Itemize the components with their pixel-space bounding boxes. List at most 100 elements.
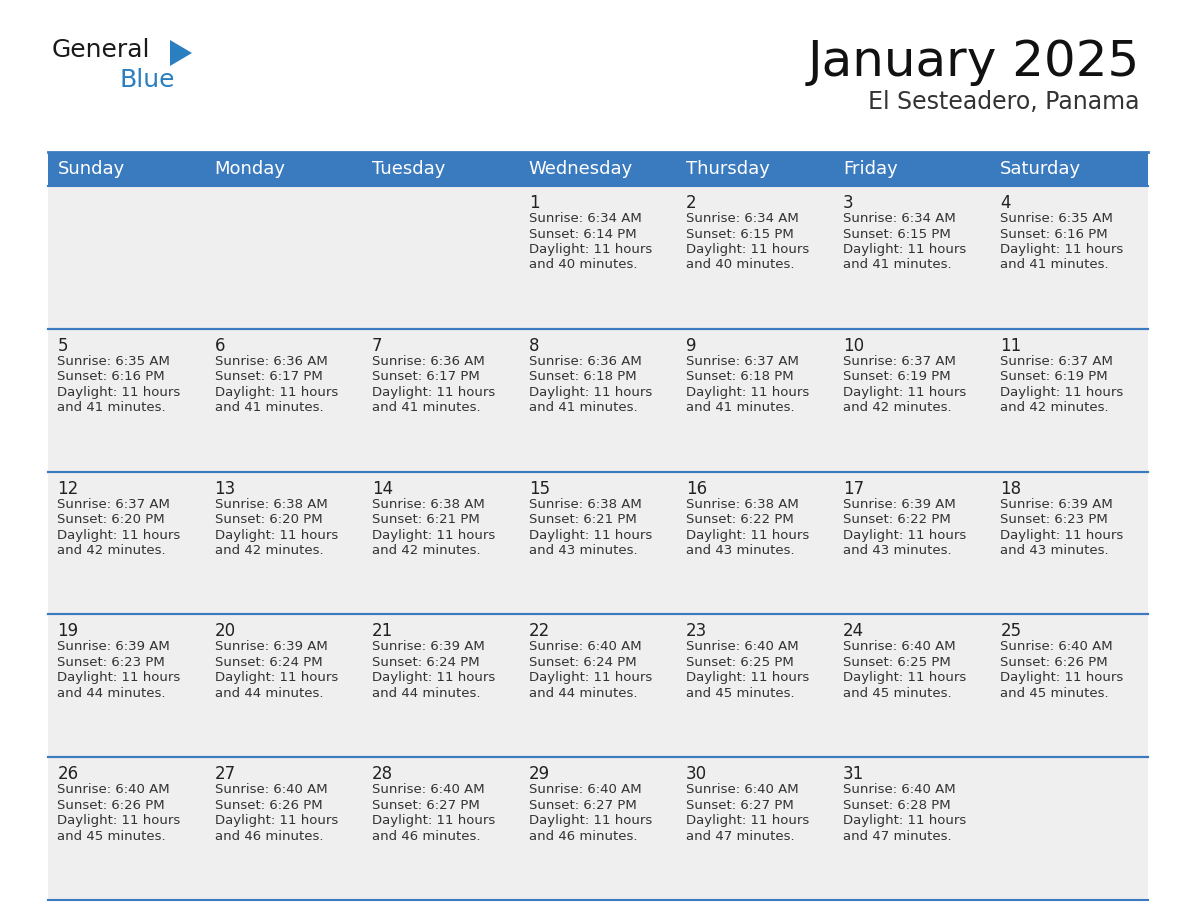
Text: Sunrise: 6:37 AM: Sunrise: 6:37 AM xyxy=(1000,354,1113,368)
Text: and 45 minutes.: and 45 minutes. xyxy=(843,687,952,700)
Text: Sunrise: 6:38 AM: Sunrise: 6:38 AM xyxy=(529,498,642,510)
Bar xyxy=(206,757,362,900)
Text: Friday: Friday xyxy=(843,160,898,178)
Text: Sunrise: 6:34 AM: Sunrise: 6:34 AM xyxy=(529,212,642,225)
Bar xyxy=(991,329,1148,472)
Text: Sunrise: 6:36 AM: Sunrise: 6:36 AM xyxy=(215,354,328,368)
Text: Sunset: 6:20 PM: Sunset: 6:20 PM xyxy=(215,513,322,526)
Text: and 40 minutes.: and 40 minutes. xyxy=(529,259,637,272)
Text: and 46 minutes.: and 46 minutes. xyxy=(372,830,480,843)
Text: and 41 minutes.: and 41 minutes. xyxy=(685,401,795,414)
Bar xyxy=(677,186,834,329)
Text: Sunrise: 6:39 AM: Sunrise: 6:39 AM xyxy=(843,498,956,510)
Bar xyxy=(991,614,1148,757)
Text: Sunrise: 6:36 AM: Sunrise: 6:36 AM xyxy=(372,354,485,368)
Text: 5: 5 xyxy=(57,337,68,354)
Text: Sunset: 6:24 PM: Sunset: 6:24 PM xyxy=(215,655,322,669)
Text: Sunrise: 6:34 AM: Sunrise: 6:34 AM xyxy=(685,212,798,225)
Text: and 41 minutes.: and 41 minutes. xyxy=(1000,259,1108,272)
Text: Daylight: 11 hours: Daylight: 11 hours xyxy=(529,814,652,827)
Text: 2: 2 xyxy=(685,194,696,212)
Text: Daylight: 11 hours: Daylight: 11 hours xyxy=(215,529,337,542)
Bar xyxy=(834,757,991,900)
Bar xyxy=(206,472,362,614)
Text: and 47 minutes.: and 47 minutes. xyxy=(843,830,952,843)
Text: El Sesteadero, Panama: El Sesteadero, Panama xyxy=(868,90,1140,114)
Bar xyxy=(362,614,519,757)
Text: 18: 18 xyxy=(1000,479,1022,498)
Text: Daylight: 11 hours: Daylight: 11 hours xyxy=(685,529,809,542)
Text: Saturday: Saturday xyxy=(1000,160,1081,178)
Text: Sunset: 6:14 PM: Sunset: 6:14 PM xyxy=(529,228,637,241)
Text: Daylight: 11 hours: Daylight: 11 hours xyxy=(1000,386,1124,398)
Text: and 40 minutes.: and 40 minutes. xyxy=(685,259,795,272)
Text: Sunrise: 6:39 AM: Sunrise: 6:39 AM xyxy=(215,641,328,654)
Text: 6: 6 xyxy=(215,337,225,354)
Bar xyxy=(519,472,677,614)
Text: and 44 minutes.: and 44 minutes. xyxy=(57,687,166,700)
Text: Sunset: 6:16 PM: Sunset: 6:16 PM xyxy=(1000,228,1108,241)
Text: Daylight: 11 hours: Daylight: 11 hours xyxy=(215,386,337,398)
Bar xyxy=(362,329,519,472)
Text: Daylight: 11 hours: Daylight: 11 hours xyxy=(685,386,809,398)
Text: 3: 3 xyxy=(843,194,854,212)
Bar xyxy=(519,757,677,900)
Text: and 43 minutes.: and 43 minutes. xyxy=(843,544,952,557)
Text: Sunset: 6:15 PM: Sunset: 6:15 PM xyxy=(843,228,950,241)
Text: 30: 30 xyxy=(685,766,707,783)
Text: Daylight: 11 hours: Daylight: 11 hours xyxy=(372,814,495,827)
Text: Daylight: 11 hours: Daylight: 11 hours xyxy=(843,386,966,398)
Text: 23: 23 xyxy=(685,622,707,641)
Text: Sunset: 6:27 PM: Sunset: 6:27 PM xyxy=(685,799,794,812)
Text: and 44 minutes.: and 44 minutes. xyxy=(529,687,637,700)
Text: Sunrise: 6:37 AM: Sunrise: 6:37 AM xyxy=(685,354,798,368)
Text: Daylight: 11 hours: Daylight: 11 hours xyxy=(843,814,966,827)
Bar xyxy=(519,614,677,757)
Bar xyxy=(362,186,519,329)
Bar xyxy=(677,757,834,900)
Text: Sunrise: 6:38 AM: Sunrise: 6:38 AM xyxy=(685,498,798,510)
Text: and 45 minutes.: and 45 minutes. xyxy=(685,687,795,700)
Text: Blue: Blue xyxy=(120,68,176,92)
Text: 13: 13 xyxy=(215,479,236,498)
Text: Daylight: 11 hours: Daylight: 11 hours xyxy=(685,671,809,685)
Text: Sunrise: 6:38 AM: Sunrise: 6:38 AM xyxy=(372,498,485,510)
Bar xyxy=(834,152,991,186)
Text: Sunrise: 6:40 AM: Sunrise: 6:40 AM xyxy=(685,641,798,654)
Text: 22: 22 xyxy=(529,622,550,641)
Text: and 41 minutes.: and 41 minutes. xyxy=(843,259,952,272)
Bar xyxy=(677,152,834,186)
Bar xyxy=(677,329,834,472)
Text: Sunrise: 6:40 AM: Sunrise: 6:40 AM xyxy=(57,783,170,796)
Text: Daylight: 11 hours: Daylight: 11 hours xyxy=(529,386,652,398)
Text: and 42 minutes.: and 42 minutes. xyxy=(843,401,952,414)
Text: Sunset: 6:24 PM: Sunset: 6:24 PM xyxy=(372,655,479,669)
Bar xyxy=(519,186,677,329)
Text: Daylight: 11 hours: Daylight: 11 hours xyxy=(57,529,181,542)
Text: Daylight: 11 hours: Daylight: 11 hours xyxy=(215,671,337,685)
Text: Sunset: 6:18 PM: Sunset: 6:18 PM xyxy=(529,370,637,384)
Text: Daylight: 11 hours: Daylight: 11 hours xyxy=(529,529,652,542)
Text: Sunset: 6:27 PM: Sunset: 6:27 PM xyxy=(372,799,480,812)
Text: Tuesday: Tuesday xyxy=(372,160,446,178)
Text: Sunrise: 6:39 AM: Sunrise: 6:39 AM xyxy=(1000,498,1113,510)
Text: Sunrise: 6:40 AM: Sunrise: 6:40 AM xyxy=(529,641,642,654)
Text: Sunset: 6:16 PM: Sunset: 6:16 PM xyxy=(57,370,165,384)
Text: and 42 minutes.: and 42 minutes. xyxy=(57,544,166,557)
Bar xyxy=(48,186,206,329)
Text: 24: 24 xyxy=(843,622,864,641)
Text: Sunset: 6:17 PM: Sunset: 6:17 PM xyxy=(372,370,480,384)
Text: 1: 1 xyxy=(529,194,539,212)
Bar xyxy=(206,614,362,757)
Text: 20: 20 xyxy=(215,622,235,641)
Text: Sunset: 6:21 PM: Sunset: 6:21 PM xyxy=(529,513,637,526)
Text: 9: 9 xyxy=(685,337,696,354)
Text: and 42 minutes.: and 42 minutes. xyxy=(215,544,323,557)
Text: Sunrise: 6:40 AM: Sunrise: 6:40 AM xyxy=(685,783,798,796)
Bar xyxy=(48,614,206,757)
Text: Daylight: 11 hours: Daylight: 11 hours xyxy=(372,386,495,398)
Text: Sunrise: 6:40 AM: Sunrise: 6:40 AM xyxy=(215,783,327,796)
Text: 10: 10 xyxy=(843,337,864,354)
Text: Sunrise: 6:35 AM: Sunrise: 6:35 AM xyxy=(1000,212,1113,225)
Text: Sunrise: 6:38 AM: Sunrise: 6:38 AM xyxy=(215,498,328,510)
